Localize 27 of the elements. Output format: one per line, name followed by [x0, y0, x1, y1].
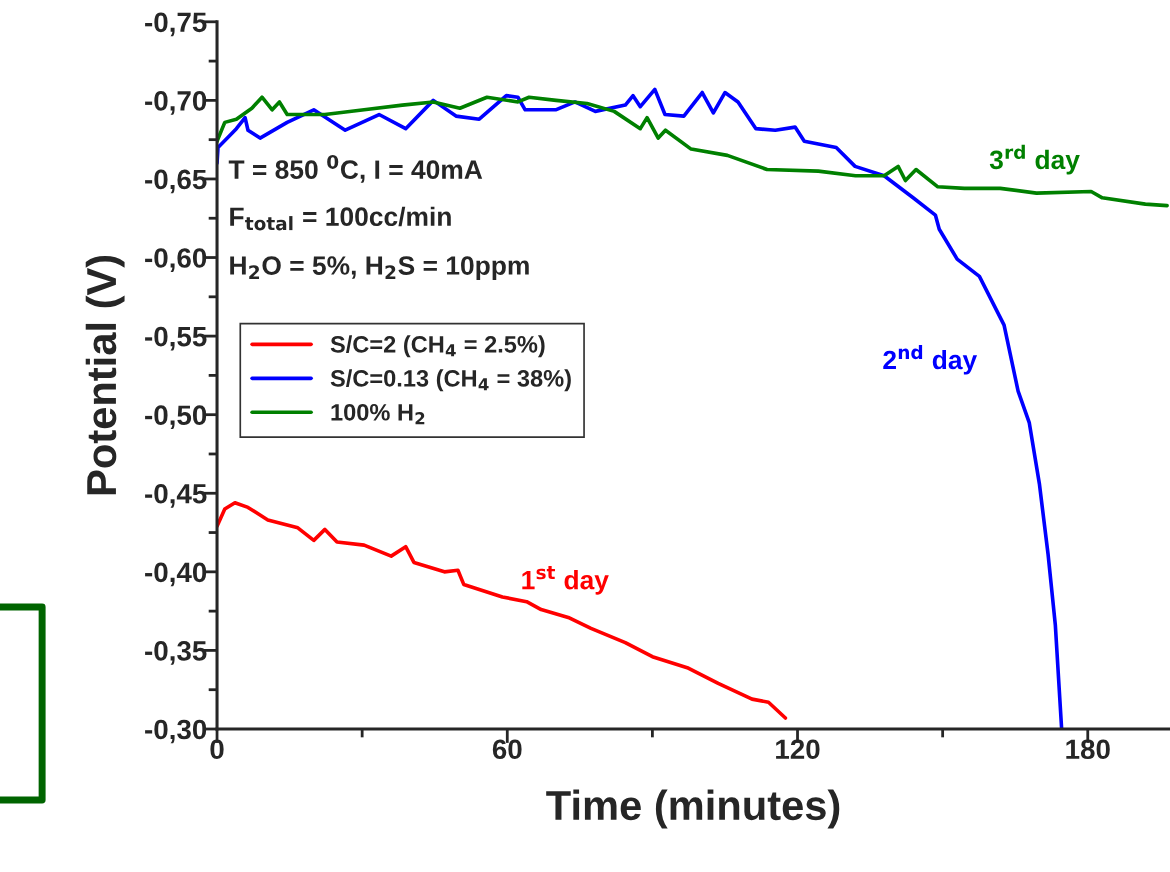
x-tick-label: 180 [1066, 739, 1110, 760]
annotation: T = 850 $^{0}$C, I = 40mA [228, 154, 483, 183]
annotation: 2$^{nd}$ day [883, 344, 978, 375]
x-tick-label: 60 [492, 739, 522, 760]
x-tick-label: 0 [210, 739, 224, 760]
legend-label: S/C=0.13 (CH$_{4}$ = 38%) [330, 369, 571, 392]
annotation: F$_{total}$ = 100cc/min [230, 206, 451, 231]
y-tick-label: -0,75 [145, 12, 207, 37]
y-tick-label: -0,40 [145, 562, 207, 587]
y-tick-label: -0,30 [145, 719, 207, 744]
annotation: 3$^{rd}$ day [989, 144, 1080, 175]
y-tick-label: -0,50 [145, 405, 207, 430]
annotation: H$_{2}$O = 5%, H$_{2}$S = 10ppm [230, 256, 529, 281]
y-axis-title: Potential (V) [85, 255, 125, 495]
x-tick-label: 120 [776, 739, 820, 760]
y-tick-label: -0,45 [145, 483, 207, 508]
y-tick-label: -0,65 [145, 169, 207, 194]
y-tick-label: -0,70 [145, 91, 207, 115]
y-tick-label: -0,55 [145, 326, 207, 351]
x-axis-title: Time (minutes) [546, 789, 840, 829]
annotation: 1$^{st}$ day [522, 566, 609, 595]
legend-label: 100% H$_{2}$ [331, 403, 425, 425]
legend-label: S/C=2 (CH$_{4}$ = 2.5%) [330, 335, 545, 358]
y-tick-label: -0,60 [145, 248, 207, 272]
line-series [217, 95, 1169, 208]
y-tick-label: -0,35 [145, 641, 207, 665]
line-series [217, 500, 788, 720]
